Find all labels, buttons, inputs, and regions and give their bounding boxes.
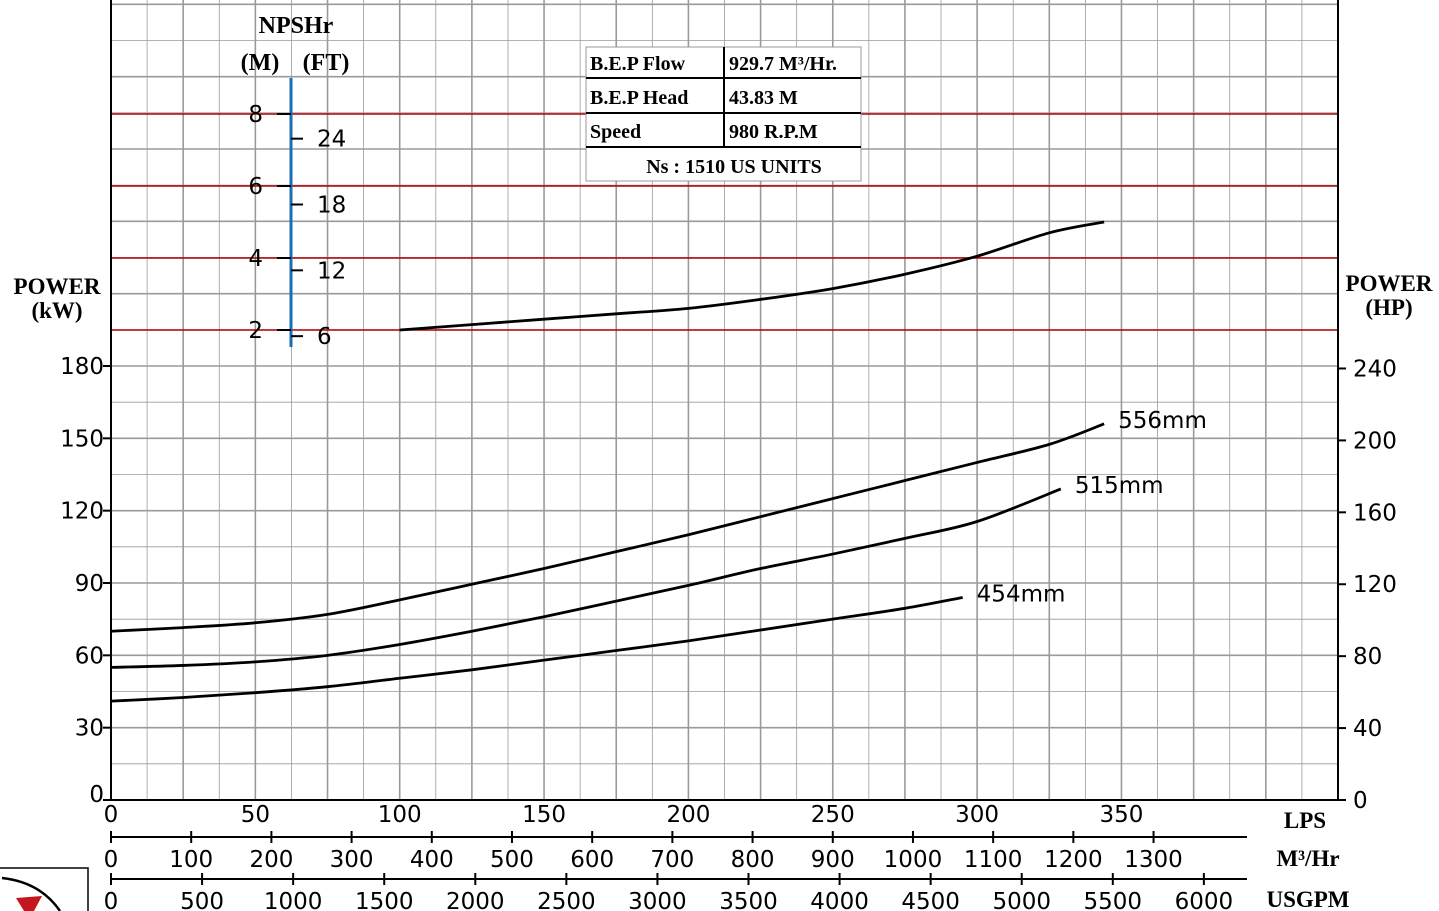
y-right-tick-label: 160 (1353, 500, 1397, 526)
x-unit-usgpm: USGPM (1266, 887, 1349, 911)
y-left-tick-label: 120 (60, 499, 104, 525)
secondary-axis-tick-label: 5000 (992, 889, 1051, 911)
secondary-axis-tick-label: 3500 (719, 889, 778, 911)
y-left-label-line2: (kW) (31, 298, 82, 323)
secondary-axis-tick-label: 500 (180, 889, 224, 911)
y-right-tick-label: 40 (1353, 716, 1382, 742)
secondary-axis-tick-label: 6000 (1175, 889, 1234, 911)
secondary-axis-tick-label: 800 (731, 847, 775, 873)
npsh-ft-label: 18 (317, 192, 346, 218)
x-tick-label: 100 (378, 802, 422, 828)
x-unit-lps: LPS (1284, 808, 1326, 833)
company-logo (0, 867, 89, 911)
axis-labels: POWER (kW) POWER (HP) LPS M³/Hr USGPM (14, 271, 1433, 911)
y-right-label-line2: (HP) (1365, 295, 1412, 320)
y-right-tick-label: 80 (1353, 644, 1382, 670)
secondary-axis-tick-label: 700 (650, 847, 694, 873)
npsh-ft-label: 12 (317, 258, 346, 284)
npsh-title: NPSHr (259, 13, 334, 39)
speed-label: Speed (590, 121, 641, 143)
secondary-axis-tick-label: 200 (249, 847, 293, 873)
secondary-axis-tick-label: 4500 (901, 889, 960, 911)
curve-label-454mm: 454mm (977, 581, 1066, 607)
y-left-label-line1: POWER (14, 274, 101, 299)
y-right-tick-label: 240 (1353, 356, 1397, 382)
curve-label-556mm: 556mm (1118, 408, 1207, 434)
secondary-axis-tick-label: 900 (811, 847, 855, 873)
y-right-tick-label: 120 (1353, 572, 1397, 598)
secondary-axis-tick-label: 400 (410, 847, 454, 873)
npsh-m-label: 8 (248, 102, 263, 128)
secondary-axis-tick-label: 2500 (537, 889, 596, 911)
npsh-m-label: 2 (248, 318, 263, 344)
y-left-tick-label: 0 (89, 782, 104, 808)
y-left-tick-label: 150 (60, 426, 104, 452)
bep-flow-label: B.E.P Flow (590, 53, 686, 75)
y-left-tick-label: 180 (60, 354, 104, 380)
npsh-ft-label: 6 (317, 324, 332, 350)
secondary-axis-tick-label: 3000 (628, 889, 687, 911)
secondary-axis-tick-label: 1200 (1044, 847, 1103, 873)
secondary-axis-tick-label: 1000 (884, 847, 943, 873)
secondary-axis-tick-label: 1100 (964, 847, 1023, 873)
bep-table: B.E.P Flow 929.7 M³/Hr. B.E.P Head 43.83… (585, 46, 862, 182)
secondary-axis-tick-label: 600 (570, 847, 614, 873)
npshr-curve (399, 220, 1105, 332)
power-curve-515mm (110, 487, 1062, 669)
secondary-axis-tick-label: 1000 (264, 889, 323, 911)
bep-head-value: 43.83 M (729, 87, 798, 109)
y-right-label-line1: POWER (1346, 271, 1433, 296)
y-left-tick-label: 60 (75, 643, 104, 669)
npsh-m-label: 4 (248, 246, 263, 272)
secondary-axis-tick-label: 4000 (810, 889, 869, 911)
npsh-ft-label: 24 (317, 127, 346, 153)
power-curve-556mm (110, 422, 1105, 633)
power-curve-454mm (110, 596, 963, 703)
bep-flow-value: 929.7 M³/Hr. (729, 53, 837, 75)
x-tick-label: 300 (955, 802, 999, 828)
x-tick-label: 200 (666, 802, 710, 828)
npsh-m-label: 6 (248, 174, 263, 200)
x-unit-m3hr: M³/Hr (1276, 846, 1339, 871)
secondary-axis-tick-label: 300 (330, 847, 374, 873)
y-left-tick-label: 30 (75, 716, 104, 742)
secondary-axis-tick-label: 2000 (446, 889, 505, 911)
secondary-axis-tick-label: 1500 (355, 889, 414, 911)
x-tick-label: 150 (522, 802, 566, 828)
x-tick-label: 350 (1100, 802, 1144, 828)
y-right-tick-label: 0 (1353, 788, 1368, 814)
secondary-axis-tick-label: 5500 (1084, 889, 1143, 911)
x-tick-label: 250 (811, 802, 855, 828)
secondary-axis-tick-label: 1300 (1124, 847, 1183, 873)
y-left-tick-label: 90 (75, 571, 104, 597)
ns-footer: Ns : 1510 US UNITS (646, 156, 822, 178)
secondary-axis-tick-label: 100 (169, 847, 213, 873)
x-tick-label: 0 (104, 802, 119, 828)
npsh-unit-ft: (FT) (303, 50, 350, 76)
bep-head-label: B.E.P Head (590, 87, 688, 109)
npsh-unit-m: (M) (241, 50, 280, 76)
secondary-axis-tick-label: 0 (104, 847, 119, 873)
npsh-gridlines (111, 113, 1338, 331)
secondary-axis-tick-label: 0 (104, 889, 119, 911)
power-curves: 556mm 515mm 454mm (110, 220, 1207, 703)
y-right-tick-label: 200 (1353, 428, 1397, 454)
speed-value: 980 R.P.M (729, 121, 818, 143)
x-tick-label: 50 (241, 802, 270, 828)
curve-label-515mm: 515mm (1075, 473, 1164, 499)
secondary-axis-tick-label: 500 (490, 847, 534, 873)
